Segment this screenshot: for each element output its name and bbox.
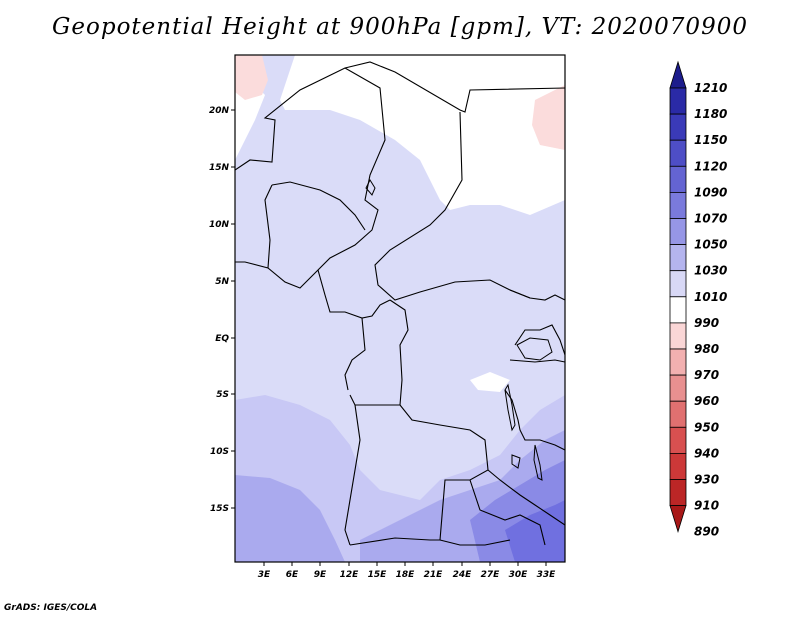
lake-chad bbox=[365, 178, 376, 196]
lon-labels: 3E 6E 9E 12E 15E 18E 21E 24E 27E 30E 33E bbox=[258, 570, 556, 580]
chart-title: Geopotential Height at 900hPa [gpm], VT:… bbox=[52, 14, 748, 40]
lat-label: EQ bbox=[215, 334, 229, 344]
colorbar-label: 1210 bbox=[694, 81, 727, 95]
border-nigeria-north bbox=[271, 181, 366, 231]
colorbar-label: 910 bbox=[694, 499, 719, 513]
lon-label: 24E bbox=[453, 570, 473, 580]
colorbar-label: 990 bbox=[694, 316, 719, 330]
lat-label: 15S bbox=[210, 504, 229, 514]
map-frame bbox=[234, 54, 566, 563]
colorbar-segment bbox=[669, 270, 687, 298]
colorbar-label: 980 bbox=[694, 342, 719, 356]
lon-label: 3E bbox=[258, 570, 271, 580]
colorbar-label: 890 bbox=[694, 525, 719, 539]
lakes bbox=[365, 178, 553, 481]
lake-malawi bbox=[533, 444, 543, 481]
grads-credit: GrADS: IGES/COLA bbox=[4, 603, 98, 613]
border-cameroon-south bbox=[317, 269, 391, 319]
colorbar-segment bbox=[669, 452, 687, 480]
lon-label: 15E bbox=[368, 570, 388, 580]
lat-label: 10N bbox=[209, 220, 230, 230]
lake-mweru bbox=[511, 454, 521, 469]
colorbar-segment bbox=[669, 400, 687, 428]
colorbar-label: 1050 bbox=[694, 238, 727, 252]
border-zambia-south bbox=[469, 479, 546, 546]
lon-label: 6E bbox=[286, 570, 299, 580]
colorbar-label: 1030 bbox=[694, 264, 727, 278]
lat-labels: 20N 15N 10N 5N EQ 5S 10S 15S bbox=[209, 106, 230, 514]
border-benin bbox=[264, 184, 273, 269]
colorbar-label: 1180 bbox=[694, 107, 727, 121]
lon-label: 27E bbox=[481, 570, 501, 580]
lon-label: 30E bbox=[509, 570, 529, 580]
colorbar-segment bbox=[669, 348, 687, 376]
fill-white-spot bbox=[470, 372, 510, 392]
lon-label: 21E bbox=[424, 570, 444, 580]
lon-label: 18E bbox=[396, 570, 416, 580]
colorbar-segment bbox=[669, 426, 687, 454]
colorbar-label: 950 bbox=[694, 420, 719, 434]
lat-label: 15N bbox=[209, 163, 230, 173]
lake-victoria bbox=[516, 337, 553, 361]
lon-ticks bbox=[263, 562, 547, 566]
border-angola-south bbox=[349, 537, 440, 546]
border-congo-gabon bbox=[344, 317, 366, 391]
fill-pink-northwest bbox=[235, 55, 268, 100]
lat-label: 5S bbox=[216, 390, 229, 400]
lat-label: 5N bbox=[215, 277, 229, 287]
colorbar-segment bbox=[669, 113, 687, 141]
colorbar-segment bbox=[669, 374, 687, 402]
colorbar: 1210 1180 1150 1120 1090 1070 1050 1030 1010 990 9… bbox=[669, 60, 727, 539]
border-chad-car bbox=[374, 111, 531, 301]
colorbar-segment bbox=[669, 139, 687, 167]
border-angola-zambia bbox=[399, 404, 489, 541]
lat-ticks bbox=[231, 109, 235, 509]
fill-white-west bbox=[235, 80, 265, 160]
colorbar-segment bbox=[669, 479, 687, 507]
colorbar-label: 1010 bbox=[694, 290, 727, 304]
colorbar-label: 930 bbox=[694, 473, 719, 487]
colorbar-label: 940 bbox=[694, 446, 719, 460]
colorbar-label: 970 bbox=[694, 368, 719, 382]
contour-fill bbox=[235, 55, 565, 562]
border-sahara bbox=[344, 61, 565, 113]
border-botswana bbox=[439, 539, 511, 546]
lat-label: 20N bbox=[209, 106, 230, 116]
colorbar-label: 1150 bbox=[694, 133, 727, 147]
colorbar-segment bbox=[669, 191, 687, 219]
colorbar-arrow-bottom bbox=[669, 505, 687, 533]
lon-label: 12E bbox=[340, 570, 360, 580]
lon-label: 33E bbox=[537, 570, 557, 580]
fill-midblue-southwest bbox=[235, 475, 345, 562]
borders bbox=[235, 61, 565, 546]
fill-white-north bbox=[235, 55, 565, 215]
fill-pink-northeast bbox=[532, 85, 565, 150]
border-west-africa bbox=[235, 67, 386, 289]
border-drc-west bbox=[349, 299, 409, 406]
colorbar-label: 960 bbox=[694, 394, 719, 408]
border-tanzania bbox=[504, 389, 565, 451]
colorbar-segment bbox=[669, 165, 687, 193]
colorbar-segment bbox=[669, 87, 687, 115]
colorbar-label: 1090 bbox=[694, 185, 727, 199]
colorbar-segment bbox=[669, 244, 687, 272]
colorbar-label: 1120 bbox=[694, 159, 727, 173]
border-uganda bbox=[514, 324, 565, 356]
colorbar-segment bbox=[669, 322, 687, 350]
border-zambia-zim bbox=[487, 469, 565, 526]
lat-label: 10S bbox=[210, 447, 229, 457]
colorbar-segment bbox=[669, 296, 687, 324]
border-angola-west bbox=[344, 404, 361, 546]
colorbar-segment bbox=[669, 218, 687, 246]
colorbar-arrow-top bbox=[669, 60, 687, 89]
border-south-sudan bbox=[509, 289, 565, 301]
lake-tanganyika bbox=[504, 383, 516, 432]
lon-label: 9E bbox=[314, 570, 327, 580]
border-kenya-tanzania bbox=[509, 359, 565, 363]
colorbar-label: 1070 bbox=[694, 212, 727, 226]
